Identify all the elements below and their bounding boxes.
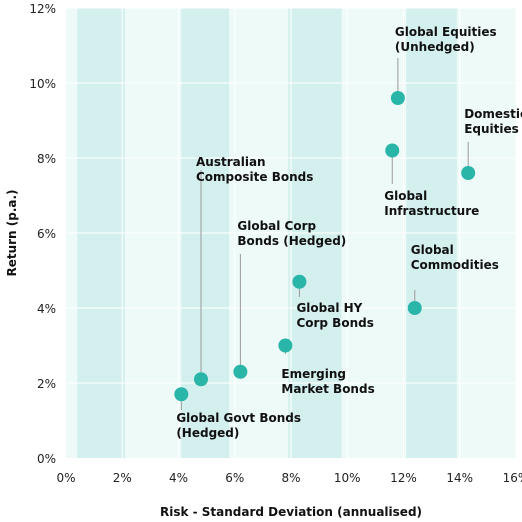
y-tick-label-0: 0%: [37, 452, 56, 466]
x-tick-label-8: 16%: [503, 471, 522, 485]
x-tick-label-0: 0%: [56, 471, 75, 485]
x-tick-label-4: 8%: [281, 471, 300, 485]
point-label-0-line-1: (Hedged): [176, 426, 239, 440]
x-axis-title: Risk - Standard Deviation (annualised): [160, 505, 422, 519]
x-tick-label-7: 14%: [446, 471, 473, 485]
data-point-4: [292, 274, 307, 289]
y-tick-label-3: 6%: [37, 227, 56, 241]
point-label-6-line-0: Global: [384, 189, 427, 203]
point-label-2-line-0: Global Corp: [237, 219, 316, 233]
data-point-7: [390, 91, 405, 105]
y-tick-label-2: 4%: [37, 302, 56, 316]
data-point-2: [233, 364, 248, 379]
x-tick-label-6: 12%: [390, 471, 417, 485]
data-point-8: [461, 166, 476, 180]
data-point-0: [174, 387, 189, 402]
data-point-1: [194, 372, 208, 387]
y-axis-ticks: 0% 2% 4% 6% 8% 10% 12%: [29, 2, 56, 466]
point-label-4-line-0: Global HY: [296, 301, 362, 315]
point-label-5-line-1: Commodities: [411, 258, 499, 272]
point-labels: Global Govt Bonds(Hedged) AustralianCompo…: [176, 25, 522, 440]
data-points: [174, 91, 476, 402]
x-tick-label-2: 4%: [169, 471, 188, 485]
point-label-0-line-0: Global Govt Bonds: [176, 411, 301, 425]
x-axis-ticks: 0% 2% 4% 6% 8% 10% 12% 14% 16%: [56, 471, 522, 485]
point-label-3-line-0: Emerging: [281, 367, 346, 381]
data-point-5: [407, 301, 422, 315]
x-tick-label-1: 2%: [113, 471, 132, 485]
point-label-8-line-0: Domestic: [464, 107, 522, 121]
y-axis-title: Return (p.a.): [5, 189, 19, 276]
point-label-3-line-1: Market Bonds: [281, 382, 374, 396]
label-leader-lines: [180, 58, 469, 410]
x-tick-label-3: 6%: [225, 471, 244, 485]
point-label-1-line-1: Composite Bonds: [196, 170, 313, 184]
y-tick-label-6: 12%: [29, 2, 56, 16]
y-tick-label-5: 10%: [29, 77, 56, 91]
point-label-2-line-1: Bonds (Hedged): [237, 234, 346, 248]
point-label-1-line-0: Australian: [196, 155, 266, 169]
x-tick-label-5: 10%: [334, 471, 361, 485]
point-label-4-line-1: Corp Bonds: [296, 316, 373, 330]
gridlines: [66, 7, 517, 458]
point-label-5-line-0: Global: [411, 243, 454, 257]
point-label-7-line-1: (Unhedged): [395, 40, 475, 54]
point-label-6-line-1: Infrastructure: [384, 204, 479, 218]
point-label-8-line-1: Equities: [464, 122, 519, 136]
point-label-7-line-0: Global Equities: [395, 25, 497, 39]
data-point-3: [278, 338, 293, 353]
data-point-6: [385, 143, 400, 158]
y-tick-label-4: 8%: [37, 152, 56, 166]
y-tick-label-1: 2%: [37, 377, 56, 391]
